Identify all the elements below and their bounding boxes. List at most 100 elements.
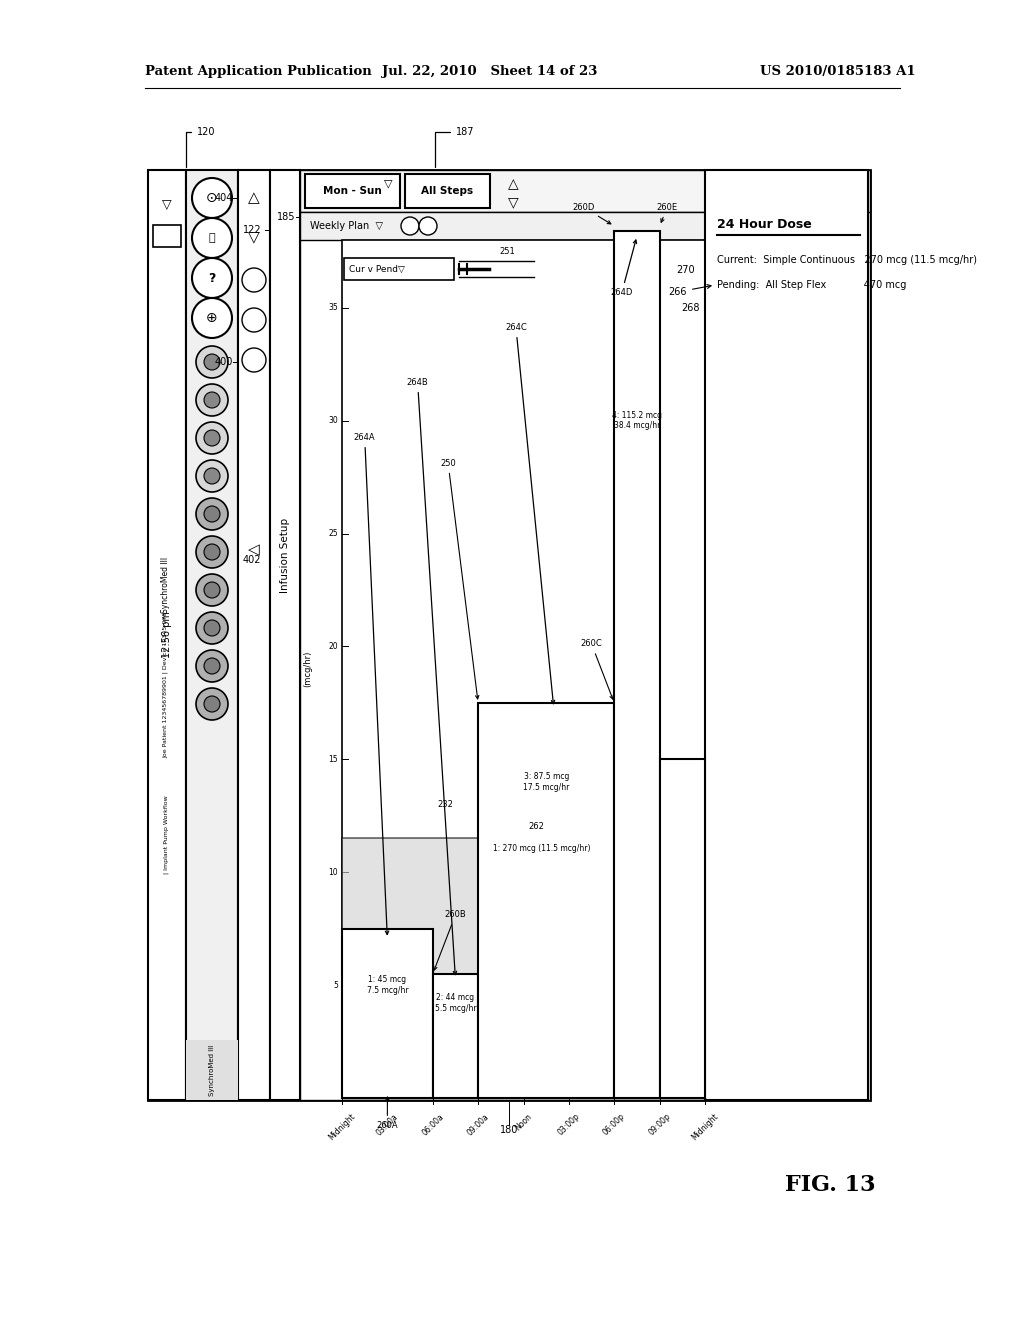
- Text: 120: 120: [186, 127, 215, 168]
- Bar: [238, 170, 270, 1100]
- Text: △: △: [248, 190, 260, 206]
- Circle shape: [204, 469, 220, 484]
- Text: (mcg/hr): (mcg/hr): [303, 651, 312, 688]
- Text: ◁: ◁: [248, 543, 260, 557]
- Circle shape: [204, 506, 220, 521]
- Bar: [478, 702, 614, 1098]
- Text: All Steps: All Steps: [422, 186, 473, 195]
- Text: 402: 402: [243, 554, 261, 565]
- Bar: [305, 174, 400, 209]
- Text: 268: 268: [682, 304, 700, 313]
- Text: Jul. 22, 2010   Sheet 14 of 23: Jul. 22, 2010 Sheet 14 of 23: [382, 66, 598, 78]
- Text: 09:00p: 09:00p: [647, 1111, 673, 1138]
- Text: ?: ?: [208, 272, 216, 285]
- Text: 264D: 264D: [610, 240, 637, 297]
- Text: 09:00a: 09:00a: [466, 1111, 490, 1138]
- Text: Cur v Pend▽: Cur v Pend▽: [349, 264, 404, 273]
- Circle shape: [196, 346, 228, 378]
- Text: Midnight: Midnight: [690, 1111, 720, 1142]
- Text: 25: 25: [329, 529, 338, 539]
- Circle shape: [204, 620, 220, 636]
- Text: Noon: Noon: [513, 1111, 534, 1133]
- Text: ⊙: ⊙: [206, 191, 218, 205]
- Text: 5: 5: [333, 981, 338, 990]
- Text: 260B: 260B: [434, 911, 466, 970]
- Bar: [300, 213, 705, 240]
- Circle shape: [196, 574, 228, 606]
- Circle shape: [204, 392, 220, 408]
- Circle shape: [193, 178, 232, 218]
- Text: 03:00p: 03:00p: [556, 1111, 582, 1138]
- Bar: [342, 838, 705, 1098]
- Text: 270: 270: [677, 265, 695, 275]
- Text: Joe Patient 123456789901 | Device 12345-079: Joe Patient 123456789901 | Device 12345-…: [163, 611, 169, 758]
- Bar: [148, 170, 870, 1100]
- Text: 264C: 264C: [505, 323, 555, 704]
- Circle shape: [196, 498, 228, 531]
- Text: 2: 44 mcg
5.5 mcg/hr: 2: 44 mcg 5.5 mcg/hr: [434, 994, 476, 1012]
- Text: 06:00p: 06:00p: [601, 1111, 627, 1138]
- Circle shape: [196, 688, 228, 719]
- Text: ⊕: ⊕: [206, 312, 218, 325]
- Circle shape: [242, 268, 266, 292]
- Text: 03:00a: 03:00a: [375, 1111, 400, 1138]
- Bar: [270, 170, 300, 1100]
- Circle shape: [196, 612, 228, 644]
- Bar: [300, 170, 870, 213]
- Text: Patent Application Publication: Patent Application Publication: [145, 66, 372, 78]
- Text: SynchroMed III: SynchroMed III: [209, 1044, 215, 1096]
- Text: ▽: ▽: [248, 231, 260, 246]
- Text: 1: 45 mcg
7.5 mcg/hr: 1: 45 mcg 7.5 mcg/hr: [367, 975, 409, 995]
- Text: 24 Hour Dose: 24 Hour Dose: [717, 219, 812, 231]
- Text: 3: 87.5 mcg
17.5 mcg/hr: 3: 87.5 mcg 17.5 mcg/hr: [523, 772, 569, 792]
- Text: Current:  Simple Continuous   270 mcg (11.5 mcg/hr): Current: Simple Continuous 270 mcg (11.5…: [717, 255, 977, 265]
- Circle shape: [401, 216, 419, 235]
- Text: △: △: [508, 177, 518, 191]
- Circle shape: [204, 354, 220, 370]
- Text: ▽: ▽: [508, 195, 518, 209]
- Text: 🖥: 🖥: [209, 234, 215, 243]
- Bar: [342, 929, 433, 1098]
- Text: 264B: 264B: [407, 378, 457, 974]
- Text: Weekly Plan  ▽: Weekly Plan ▽: [310, 220, 383, 231]
- Text: 1: 270 mcg (11.5 mcg/hr): 1: 270 mcg (11.5 mcg/hr): [494, 843, 591, 853]
- Text: 122: 122: [244, 224, 262, 235]
- Text: 262: 262: [528, 822, 545, 830]
- Text: 260C: 260C: [581, 639, 613, 700]
- Text: 404: 404: [215, 193, 233, 203]
- Text: 187: 187: [435, 127, 474, 168]
- Text: 264A: 264A: [354, 433, 389, 935]
- Text: 12:56 pm: 12:56 pm: [162, 611, 172, 659]
- Text: 30: 30: [329, 416, 338, 425]
- Text: 15: 15: [329, 755, 338, 764]
- Bar: [186, 170, 238, 1100]
- Text: SynchroMed III: SynchroMed III: [162, 557, 171, 612]
- Text: 185: 185: [276, 213, 295, 222]
- Circle shape: [193, 218, 232, 257]
- Text: FIG. 13: FIG. 13: [784, 1173, 876, 1196]
- Circle shape: [196, 422, 228, 454]
- Text: 400: 400: [215, 356, 233, 367]
- Text: ▽: ▽: [384, 178, 392, 187]
- Circle shape: [242, 308, 266, 333]
- Circle shape: [204, 582, 220, 598]
- Bar: [614, 231, 659, 1098]
- Circle shape: [193, 257, 232, 298]
- Bar: [433, 974, 478, 1098]
- Bar: [344, 257, 454, 280]
- Circle shape: [193, 298, 232, 338]
- Bar: [659, 759, 705, 1098]
- Circle shape: [196, 649, 228, 682]
- Text: Pending:  All Step Flex            470 mcg: Pending: All Step Flex 470 mcg: [717, 280, 906, 290]
- Bar: [705, 170, 868, 1100]
- Circle shape: [204, 544, 220, 560]
- Text: 20: 20: [329, 642, 338, 651]
- Bar: [148, 170, 186, 1100]
- Text: ▽: ▽: [162, 198, 172, 211]
- Circle shape: [196, 536, 228, 568]
- Text: 260A: 260A: [377, 1097, 398, 1130]
- Text: Midnight: Midnight: [327, 1111, 357, 1142]
- Circle shape: [242, 348, 266, 372]
- Circle shape: [204, 430, 220, 446]
- Text: 260E: 260E: [656, 203, 678, 222]
